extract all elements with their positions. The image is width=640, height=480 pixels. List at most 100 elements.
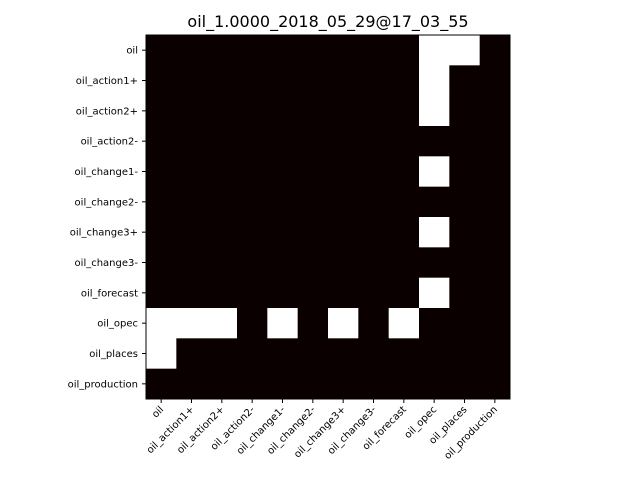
heatmap-cell bbox=[419, 126, 450, 157]
heatmap-cell bbox=[267, 156, 299, 188]
heatmap-cell bbox=[267, 95, 299, 127]
heatmap-cell bbox=[479, 156, 511, 188]
heatmap-cell bbox=[449, 217, 481, 248]
heatmap-cell bbox=[358, 308, 390, 339]
heatmap-cell bbox=[479, 308, 511, 339]
heatmap-cell bbox=[146, 156, 177, 188]
heatmap-cell bbox=[419, 308, 450, 339]
heatmap-cell bbox=[388, 217, 420, 248]
heatmap-cell bbox=[176, 156, 208, 188]
heatmap-cell bbox=[358, 35, 390, 66]
heatmap-cell bbox=[146, 35, 177, 66]
heatmap-cell bbox=[328, 217, 359, 248]
heatmap-cell bbox=[388, 277, 420, 309]
heatmap-cell bbox=[297, 35, 329, 66]
heatmap-cell bbox=[297, 95, 329, 127]
heatmap-cell bbox=[358, 368, 390, 400]
heatmap-cell bbox=[419, 368, 450, 400]
heatmap-cell bbox=[419, 35, 450, 66]
heatmap-cell bbox=[146, 65, 177, 97]
heatmap-cell bbox=[358, 338, 390, 370]
heatmap-cell bbox=[419, 277, 450, 309]
heatmap-cell bbox=[176, 126, 208, 157]
heatmap-cell bbox=[388, 65, 420, 97]
heatmap-cell bbox=[297, 217, 329, 248]
heatmap-cell bbox=[358, 247, 390, 279]
y-tick-label: oil_forecast bbox=[81, 288, 138, 299]
heatmap-cell bbox=[449, 156, 481, 188]
heatmap-cell bbox=[388, 338, 420, 370]
heatmap-cell bbox=[176, 217, 208, 248]
heatmap-cell bbox=[176, 277, 208, 309]
heatmap-cell bbox=[237, 65, 268, 97]
heatmap-cell bbox=[358, 277, 390, 309]
heatmap-cell bbox=[206, 35, 238, 66]
y-tick-label: oil_change3- bbox=[75, 258, 139, 269]
heatmap-cell bbox=[419, 95, 450, 127]
heatmap-cell bbox=[388, 126, 420, 157]
heatmap-cell bbox=[176, 65, 208, 97]
heatmap-cell bbox=[206, 126, 238, 157]
heatmap-cell bbox=[479, 126, 511, 157]
heatmap-cell bbox=[146, 95, 177, 127]
plot-frame bbox=[145, 34, 511, 400]
heatmap-cell bbox=[388, 247, 420, 279]
heatmap-cell bbox=[328, 156, 359, 188]
heatmap-cell bbox=[449, 95, 481, 127]
y-tick-label: oil_places bbox=[89, 349, 138, 360]
heatmap-cell bbox=[237, 247, 268, 279]
chart-title: oil_1.0000_2018_05_29@17_03_55 bbox=[187, 12, 468, 32]
heatmap-cell bbox=[328, 277, 359, 309]
heatmap-cell bbox=[237, 308, 268, 339]
heatmap-cell bbox=[479, 277, 511, 309]
heatmap-cell bbox=[388, 156, 420, 188]
heatmap-cell bbox=[237, 156, 268, 188]
heatmap-cell bbox=[206, 65, 238, 97]
heatmap-cell bbox=[237, 338, 268, 370]
heatmap-cell bbox=[419, 338, 450, 370]
x-tick-label: oil bbox=[150, 404, 166, 420]
heatmap-cell bbox=[146, 368, 177, 400]
heatmap-cell bbox=[358, 186, 390, 218]
heatmap-cell bbox=[479, 338, 511, 370]
heatmap-cell bbox=[297, 186, 329, 218]
heatmap-cell bbox=[297, 368, 329, 400]
heatmap-cell bbox=[328, 338, 359, 370]
heatmap-cell bbox=[419, 247, 450, 279]
heatmap-cell bbox=[449, 277, 481, 309]
y-axis: oil oil_action1+ oil_action2+ oil_action2-o… bbox=[68, 46, 146, 390]
heatmap-cell bbox=[297, 277, 329, 309]
heatmap-cell bbox=[449, 35, 481, 66]
heatmap-cell bbox=[419, 186, 450, 218]
heatmap-cell bbox=[237, 217, 268, 248]
heatmap-cell bbox=[267, 338, 299, 370]
heatmap-cell bbox=[328, 186, 359, 218]
heatmap-cell bbox=[328, 126, 359, 157]
heatmap-cell bbox=[449, 368, 481, 400]
heatmap-cell bbox=[388, 368, 420, 400]
y-tick-label: oil bbox=[126, 46, 138, 57]
heatmap-cell bbox=[206, 217, 238, 248]
heatmap-cell bbox=[479, 95, 511, 127]
heatmap-cell bbox=[176, 247, 208, 279]
heatmap-cell bbox=[176, 186, 208, 218]
heatmap-cell bbox=[388, 35, 420, 66]
heatmap-cell bbox=[358, 95, 390, 127]
heatmap-cell bbox=[146, 247, 177, 279]
heatmap-cell bbox=[449, 126, 481, 157]
heatmap-cell bbox=[419, 217, 450, 248]
heatmap-cell bbox=[297, 156, 329, 188]
heatmap-cell bbox=[237, 277, 268, 309]
heatmap-cell bbox=[358, 65, 390, 97]
heatmap-cell bbox=[328, 95, 359, 127]
heatmap-cell bbox=[297, 65, 329, 97]
y-tick-label: oil_change1- bbox=[75, 167, 139, 178]
y-tick-label: oil_opec bbox=[97, 319, 138, 330]
heatmap-cell bbox=[146, 126, 177, 157]
heatmap-cell bbox=[479, 65, 511, 97]
y-tick-label: oil_action2+ bbox=[76, 106, 138, 117]
heatmap-cell bbox=[479, 368, 511, 400]
heatmap-cell bbox=[267, 277, 299, 309]
y-tick-label: oil_change3+ bbox=[70, 228, 138, 239]
